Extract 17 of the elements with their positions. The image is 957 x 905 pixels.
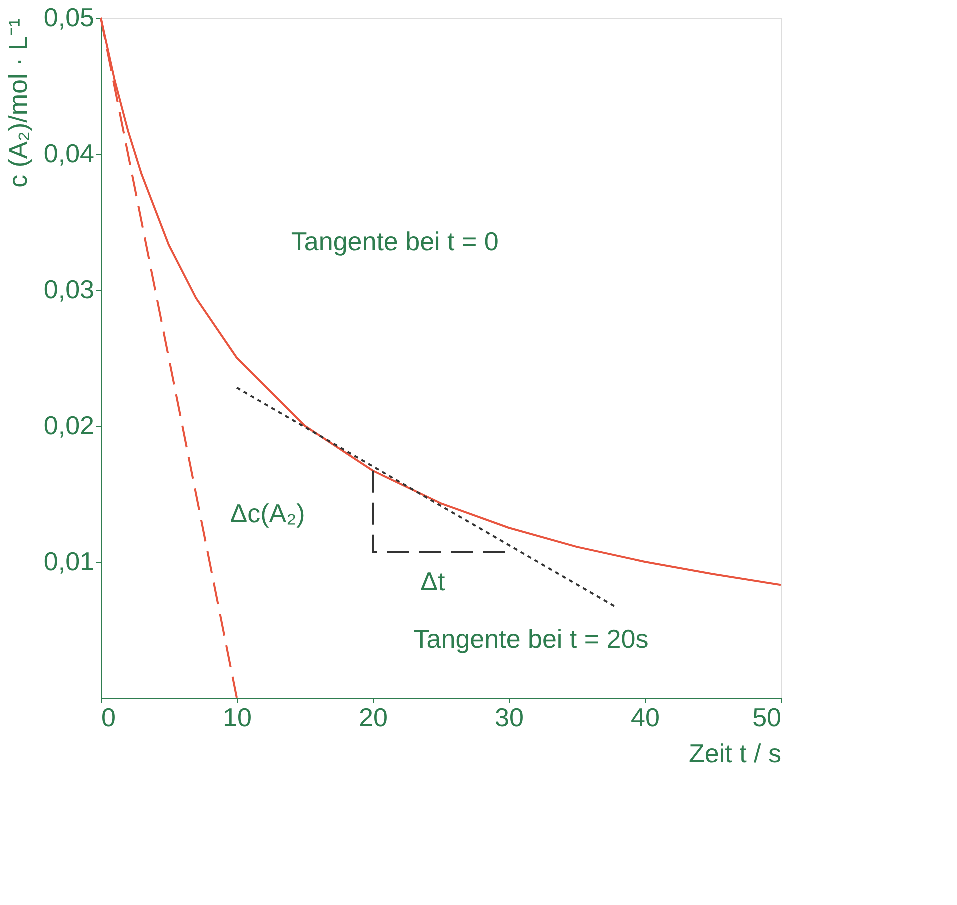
annotation: Δc(A₂) xyxy=(230,498,306,528)
annotation: Tangente bei t = 20s xyxy=(414,624,649,654)
y-tick-label: 0,02 xyxy=(44,410,94,440)
y-tick-label: 0,04 xyxy=(44,138,94,168)
x-tick-label: 30 xyxy=(495,702,524,732)
annotation: Δt xyxy=(420,566,446,596)
y-axis-title: c (A₂)/mol · L⁻¹ xyxy=(2,18,33,188)
y-tick-label: 0,05 xyxy=(44,2,94,32)
x-tick-label: 0 xyxy=(102,702,116,732)
x-axis-title: Zeit t / s xyxy=(689,738,782,768)
annotation: Tangente bei t = 0 xyxy=(291,226,499,256)
x-tick-label: 50 xyxy=(752,702,782,732)
x-tick-label: 10 xyxy=(223,702,252,732)
x-tick-label: 40 xyxy=(631,702,660,732)
y-tick-label: 0,01 xyxy=(44,546,94,576)
x-tick-label: 20 xyxy=(359,702,388,732)
y-tick-label: 0,03 xyxy=(44,274,94,304)
